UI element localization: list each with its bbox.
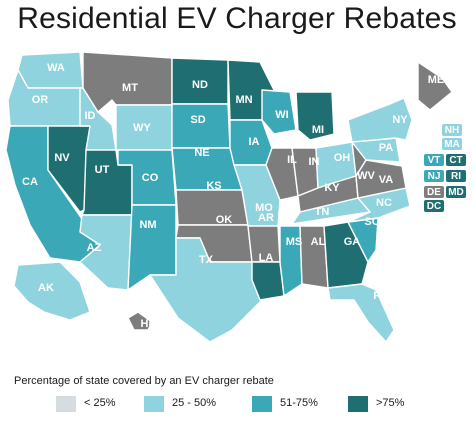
small-state-box-vt bbox=[424, 154, 444, 166]
small-state-nj: NJ bbox=[424, 170, 444, 182]
small-state-vt: VT bbox=[424, 154, 444, 166]
state-label-tn: TN bbox=[315, 206, 330, 218]
state-label-ms: MS bbox=[286, 236, 303, 248]
legend: < 25% 25 - 50% 51-75% >75% bbox=[56, 396, 474, 416]
legend-label-0: < 25% bbox=[84, 397, 116, 409]
state-me bbox=[417, 61, 453, 111]
state-label-oh: OH bbox=[334, 152, 351, 164]
legend-swatch-2 bbox=[252, 396, 272, 412]
state-label-ks: KS bbox=[206, 180, 221, 192]
state-label-nc: NC bbox=[376, 197, 392, 209]
small-state-label-ct: CT bbox=[449, 155, 462, 166]
small-state-label-ri: RI bbox=[451, 171, 461, 182]
state-mi bbox=[295, 91, 335, 141]
small-state-box-ma bbox=[442, 138, 462, 150]
small-state-ri: RI bbox=[446, 170, 466, 182]
state-label-la: LA bbox=[259, 252, 274, 264]
state-il bbox=[265, 147, 299, 201]
state-label-co: CO bbox=[142, 172, 159, 184]
state-label-ia: IA bbox=[249, 136, 260, 148]
state-label-sc: SC bbox=[364, 216, 379, 228]
small-state-md: MD bbox=[446, 186, 466, 198]
legend-swatch-1 bbox=[144, 396, 164, 412]
state-label-ne: NE bbox=[194, 147, 209, 159]
state-label-ok: OK bbox=[216, 214, 233, 226]
state-ak bbox=[13, 261, 91, 321]
state-ga bbox=[323, 221, 369, 289]
small-state-box-dc bbox=[424, 200, 444, 212]
state-label-ar: AR bbox=[258, 212, 274, 224]
small-state-box-nh bbox=[442, 124, 462, 136]
state-label-mo: MO bbox=[255, 202, 273, 214]
state-ny bbox=[347, 97, 413, 143]
small-state-dc: DC bbox=[424, 200, 444, 212]
state-label-me: ME bbox=[428, 74, 445, 86]
state-label-ga: GA bbox=[344, 236, 361, 248]
state-label-sd: SD bbox=[190, 114, 205, 126]
state-wi bbox=[261, 89, 297, 135]
state-tx bbox=[149, 237, 263, 343]
state-label-id: ID bbox=[85, 110, 96, 122]
legend-swatch-3 bbox=[348, 396, 368, 412]
state-label-hi: HI bbox=[141, 318, 152, 330]
state-fl bbox=[327, 283, 395, 343]
state-label-mn: MN bbox=[235, 94, 252, 106]
small-state-nh: NH bbox=[442, 124, 462, 136]
small-state-label-md: MD bbox=[448, 187, 464, 198]
legend-title: Percentage of state covered by an EV cha… bbox=[14, 375, 274, 387]
state-label-or: OR bbox=[32, 94, 49, 106]
map-title: Residential EV Charger Rebates bbox=[17, 2, 457, 35]
small-state-ma: MA bbox=[442, 138, 462, 150]
state-label-nd: ND bbox=[192, 79, 208, 91]
state-label-al: AL bbox=[311, 236, 326, 248]
state-label-tx: TX bbox=[199, 254, 214, 266]
legend-swatch-0 bbox=[56, 396, 76, 412]
state-hi bbox=[127, 311, 153, 331]
small-state-label-nh: NH bbox=[445, 125, 459, 136]
state-label-wi: WI bbox=[275, 109, 288, 121]
state-label-in: IN bbox=[309, 156, 320, 168]
small-state-ct: CT bbox=[446, 154, 466, 166]
small-state-label-vt: VT bbox=[428, 155, 441, 166]
state-label-il: IL bbox=[287, 154, 297, 166]
small-state-box-de bbox=[424, 186, 444, 198]
state-label-pa: PA bbox=[379, 142, 394, 154]
small-state-label-ma: MA bbox=[444, 139, 460, 150]
legend-label-3: >75% bbox=[376, 397, 405, 409]
state-la bbox=[251, 261, 285, 301]
legend-label-2: 51-75% bbox=[280, 397, 318, 409]
small-state-label-de: DE bbox=[427, 187, 441, 198]
state-label-mt: MT bbox=[122, 82, 138, 94]
state-sd bbox=[171, 103, 231, 149]
small-state-label-dc: DC bbox=[427, 201, 441, 212]
state-label-wy: WY bbox=[133, 122, 151, 134]
state-label-az: AZ bbox=[87, 242, 102, 254]
state-label-fl: FL bbox=[373, 290, 387, 302]
state-label-nm: NM bbox=[139, 219, 156, 231]
state-label-wa: WA bbox=[47, 62, 65, 74]
state-ks bbox=[175, 189, 249, 226]
state-label-ut: UT bbox=[95, 164, 110, 176]
small-state-box-md bbox=[446, 186, 466, 198]
state-label-nv: NV bbox=[54, 152, 70, 164]
small-state-box-ri bbox=[446, 170, 466, 182]
state-label-ky: KY bbox=[324, 182, 340, 194]
state-ms bbox=[279, 225, 303, 297]
state-label-ny: NY bbox=[392, 114, 408, 126]
small-state-box-nj bbox=[424, 170, 444, 182]
small-state-label-nj: NJ bbox=[428, 171, 441, 182]
state-label-mi: MI bbox=[312, 124, 324, 136]
state-label-ak: AK bbox=[38, 282, 54, 294]
state-label-ca: CA bbox=[22, 176, 38, 188]
small-state-box-ct bbox=[446, 154, 466, 166]
state-label-va: VA bbox=[379, 174, 394, 186]
state-label-wv: WV bbox=[357, 170, 375, 182]
legend-label-1: 25 - 50% bbox=[172, 397, 217, 409]
small-state-de: DE bbox=[424, 186, 444, 198]
